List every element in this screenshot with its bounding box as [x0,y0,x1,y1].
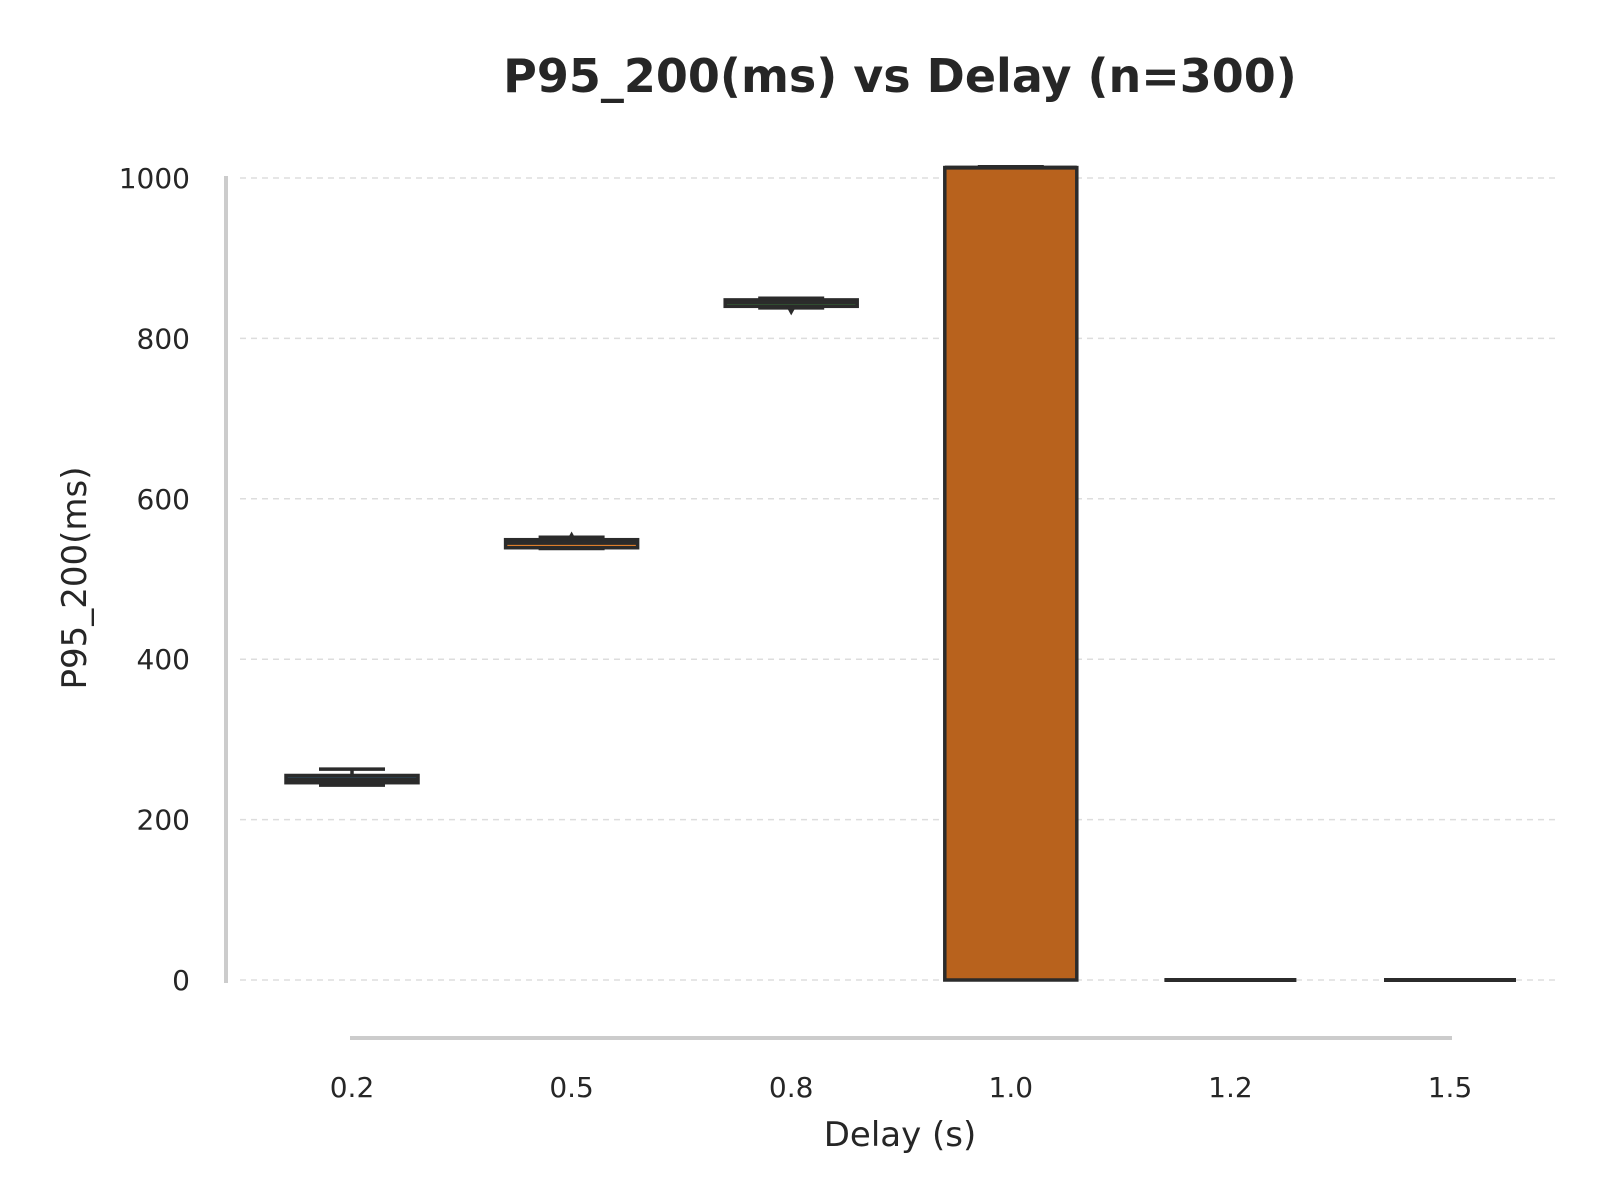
x-tick-label: 1.0 [989,1071,1034,1104]
boxes [284,165,1516,982]
x-axis-label: Delay (s) [824,1115,977,1155]
x-tick-label: 0.5 [549,1071,594,1104]
x-tick-label: 0.2 [330,1071,375,1104]
chart-title: P95_200(ms) vs Delay (n=300) [503,49,1297,103]
x-tick-label: 0.8 [769,1071,814,1104]
y-tick-label: 0 [172,964,190,997]
box-1.0 [943,165,1079,982]
y-tick-label: 200 [137,804,190,837]
y-tick-label: 400 [137,643,190,676]
box-0.2 [284,767,420,787]
y-tick-labels: 0 200 400 600 800 1000 [119,162,190,997]
box-0.8 [723,296,859,316]
grid [240,177,1560,981]
box-0.5 [503,531,640,551]
y-tick-label: 800 [137,322,190,355]
x-tick-label: 1.5 [1428,1071,1473,1104]
flier-point [566,531,577,541]
y-tick-label: 600 [137,483,190,516]
flier-point [786,306,797,316]
x-tick-label: 1.2 [1208,1071,1253,1104]
y-axis-label: P95_200(ms) [55,466,95,689]
x-tick-labels: 0.2 0.5 0.8 1.0 1.2 1.5 [330,1071,1473,1104]
box-iqr [943,165,1079,982]
y-tick-label: 1000 [119,162,190,195]
